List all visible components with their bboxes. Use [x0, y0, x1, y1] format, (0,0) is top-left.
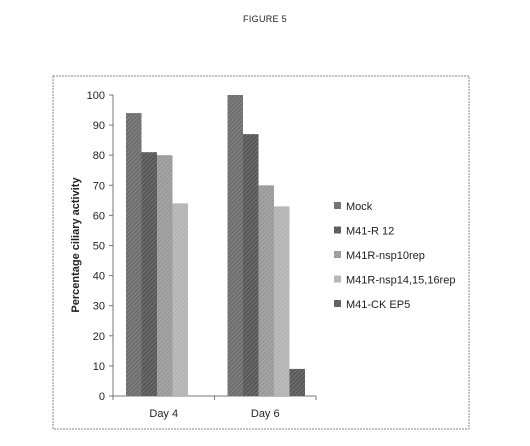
y-tick-label: 40: [93, 271, 105, 283]
legend-swatch-hatch: [334, 276, 341, 283]
bar-hatch: [173, 203, 189, 396]
bar-hatch: [142, 152, 158, 396]
y-axis-label: Percentage ciliary activity: [70, 177, 82, 313]
y-tick-label: 60: [93, 210, 105, 222]
bar-hatch: [290, 369, 306, 396]
legend-label: M41-R 12: [346, 226, 394, 238]
bar-hatch: [243, 134, 259, 396]
y-tick-label: 80: [93, 150, 105, 162]
legend-swatch-hatch: [334, 251, 341, 258]
bar-hatch: [274, 206, 290, 396]
legend-swatch-hatch: [334, 227, 341, 234]
y-tick-label: 70: [93, 180, 105, 192]
y-tick-label: 30: [93, 301, 105, 313]
y-tick-label: 0: [99, 391, 105, 403]
legend-label: M41R-nsp10rep: [346, 250, 425, 262]
bar-hatch: [126, 113, 142, 396]
x-tick-label: Day 6: [251, 408, 280, 420]
x-tick-label: Day 4: [149, 408, 178, 420]
y-tick-label: 90: [93, 120, 105, 132]
y-tick-label: 50: [93, 241, 105, 253]
legend-label: M41R-nsp14,15,16rep: [346, 275, 455, 287]
bar-hatch: [157, 155, 173, 396]
y-tick-label: 20: [93, 331, 105, 343]
legend-swatch-hatch: [334, 300, 341, 307]
legend-label: M41-CK EP5: [346, 299, 410, 311]
y-tick-label: 10: [93, 361, 105, 373]
bar-hatch: [228, 95, 244, 396]
legend-label: Mock: [346, 201, 373, 213]
y-tick-label: 100: [87, 90, 105, 102]
bar-hatch: [259, 185, 275, 396]
legend-swatch-hatch: [334, 202, 341, 209]
